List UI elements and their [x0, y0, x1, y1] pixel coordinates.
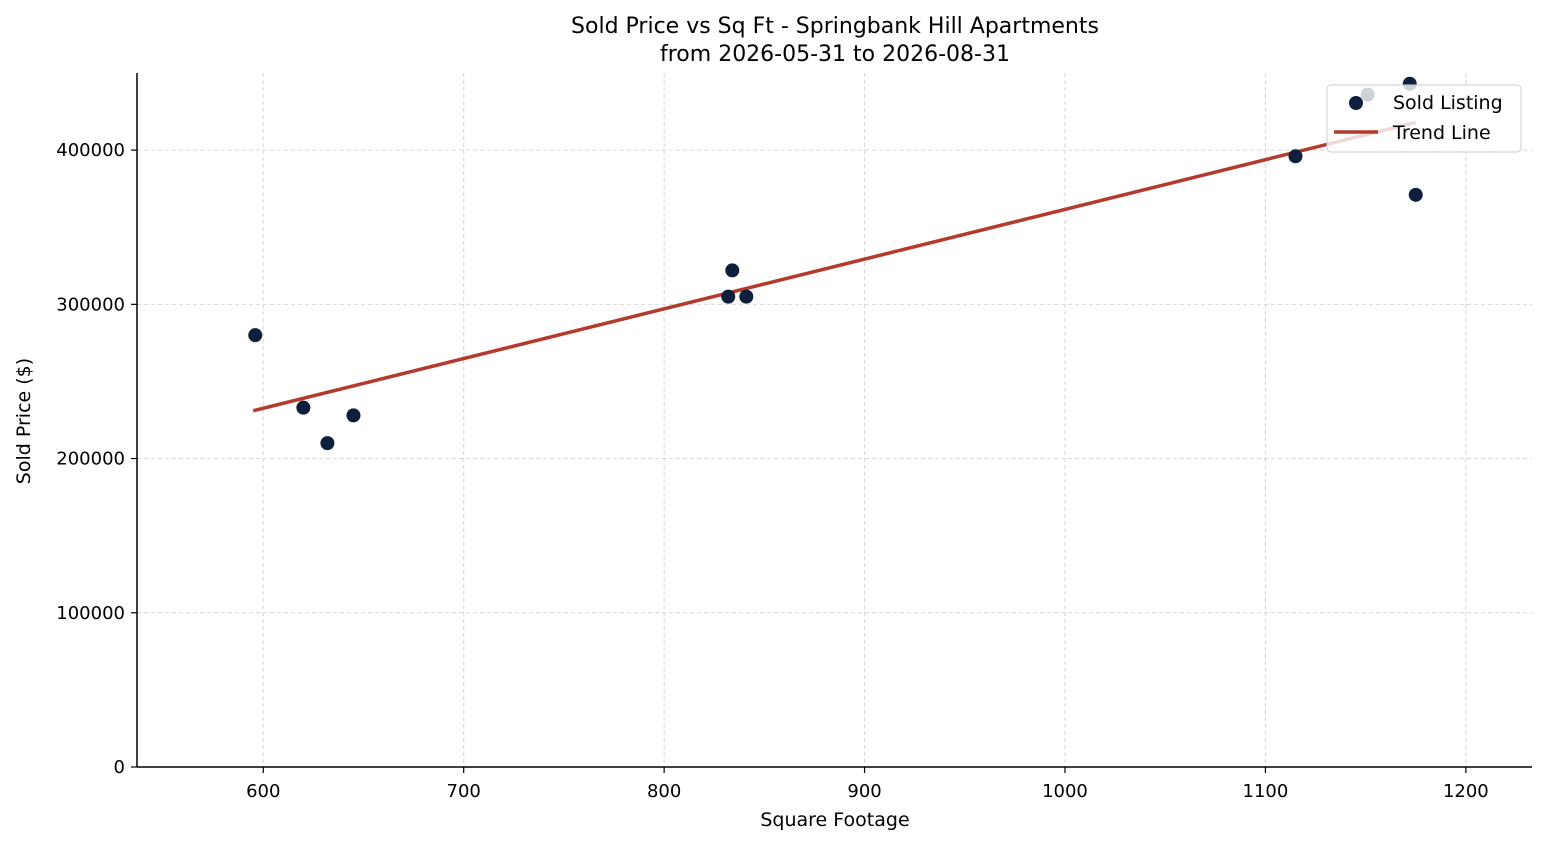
y-tick-label: 300000 [56, 294, 125, 315]
chart-subtitle: from 2026-05-31 to 2026-08-31 [660, 42, 1010, 67]
trend-line [252, 120, 1417, 413]
scatter-point [248, 328, 263, 343]
scatter-point [739, 289, 754, 304]
scatter-point [296, 400, 311, 415]
x-axis-label: Square Footage [760, 809, 909, 831]
scatter-point [320, 436, 335, 451]
y-tick-label: 200000 [56, 449, 125, 470]
y-tick-label: 400000 [56, 140, 125, 161]
legend-box [1326, 84, 1522, 153]
x-tick-label: 700 [447, 781, 481, 802]
y-tick-label: 100000 [56, 603, 125, 624]
legend-label-sold-listing: Sold Listing [1393, 92, 1503, 114]
scatter-point [346, 408, 361, 423]
legend-label-trend-line: Trend Line [1392, 122, 1491, 144]
axes: 600 700 800 900 1000 1100 1200 0 100000 200000 300… [56, 73, 1532, 802]
chart-title: Sold Price vs Sq Ft - Springbank Hill Ap… [571, 14, 1099, 39]
x-tick-label: 1000 [1042, 781, 1088, 802]
scatter-point [1288, 149, 1303, 164]
x-tick-label: 1200 [1443, 781, 1489, 802]
x-tick-label: 900 [847, 781, 881, 802]
scatter-points [248, 76, 1423, 451]
x-tick-label: 600 [246, 781, 280, 802]
legend-marker-sold-listing [1349, 96, 1363, 110]
x-tick-label: 800 [647, 781, 681, 802]
x-tick-label: 1100 [1243, 781, 1289, 802]
y-axis-label: Sold Price ($) [13, 358, 35, 484]
scatter-point [1408, 187, 1423, 202]
legend: Sold Listing Trend Line [1326, 84, 1522, 153]
scatter-point [725, 263, 740, 278]
grid [137, 73, 1532, 767]
scatter-point [721, 289, 736, 304]
y-tick-label: 0 [114, 757, 125, 778]
trend-line-layer [252, 120, 1417, 413]
